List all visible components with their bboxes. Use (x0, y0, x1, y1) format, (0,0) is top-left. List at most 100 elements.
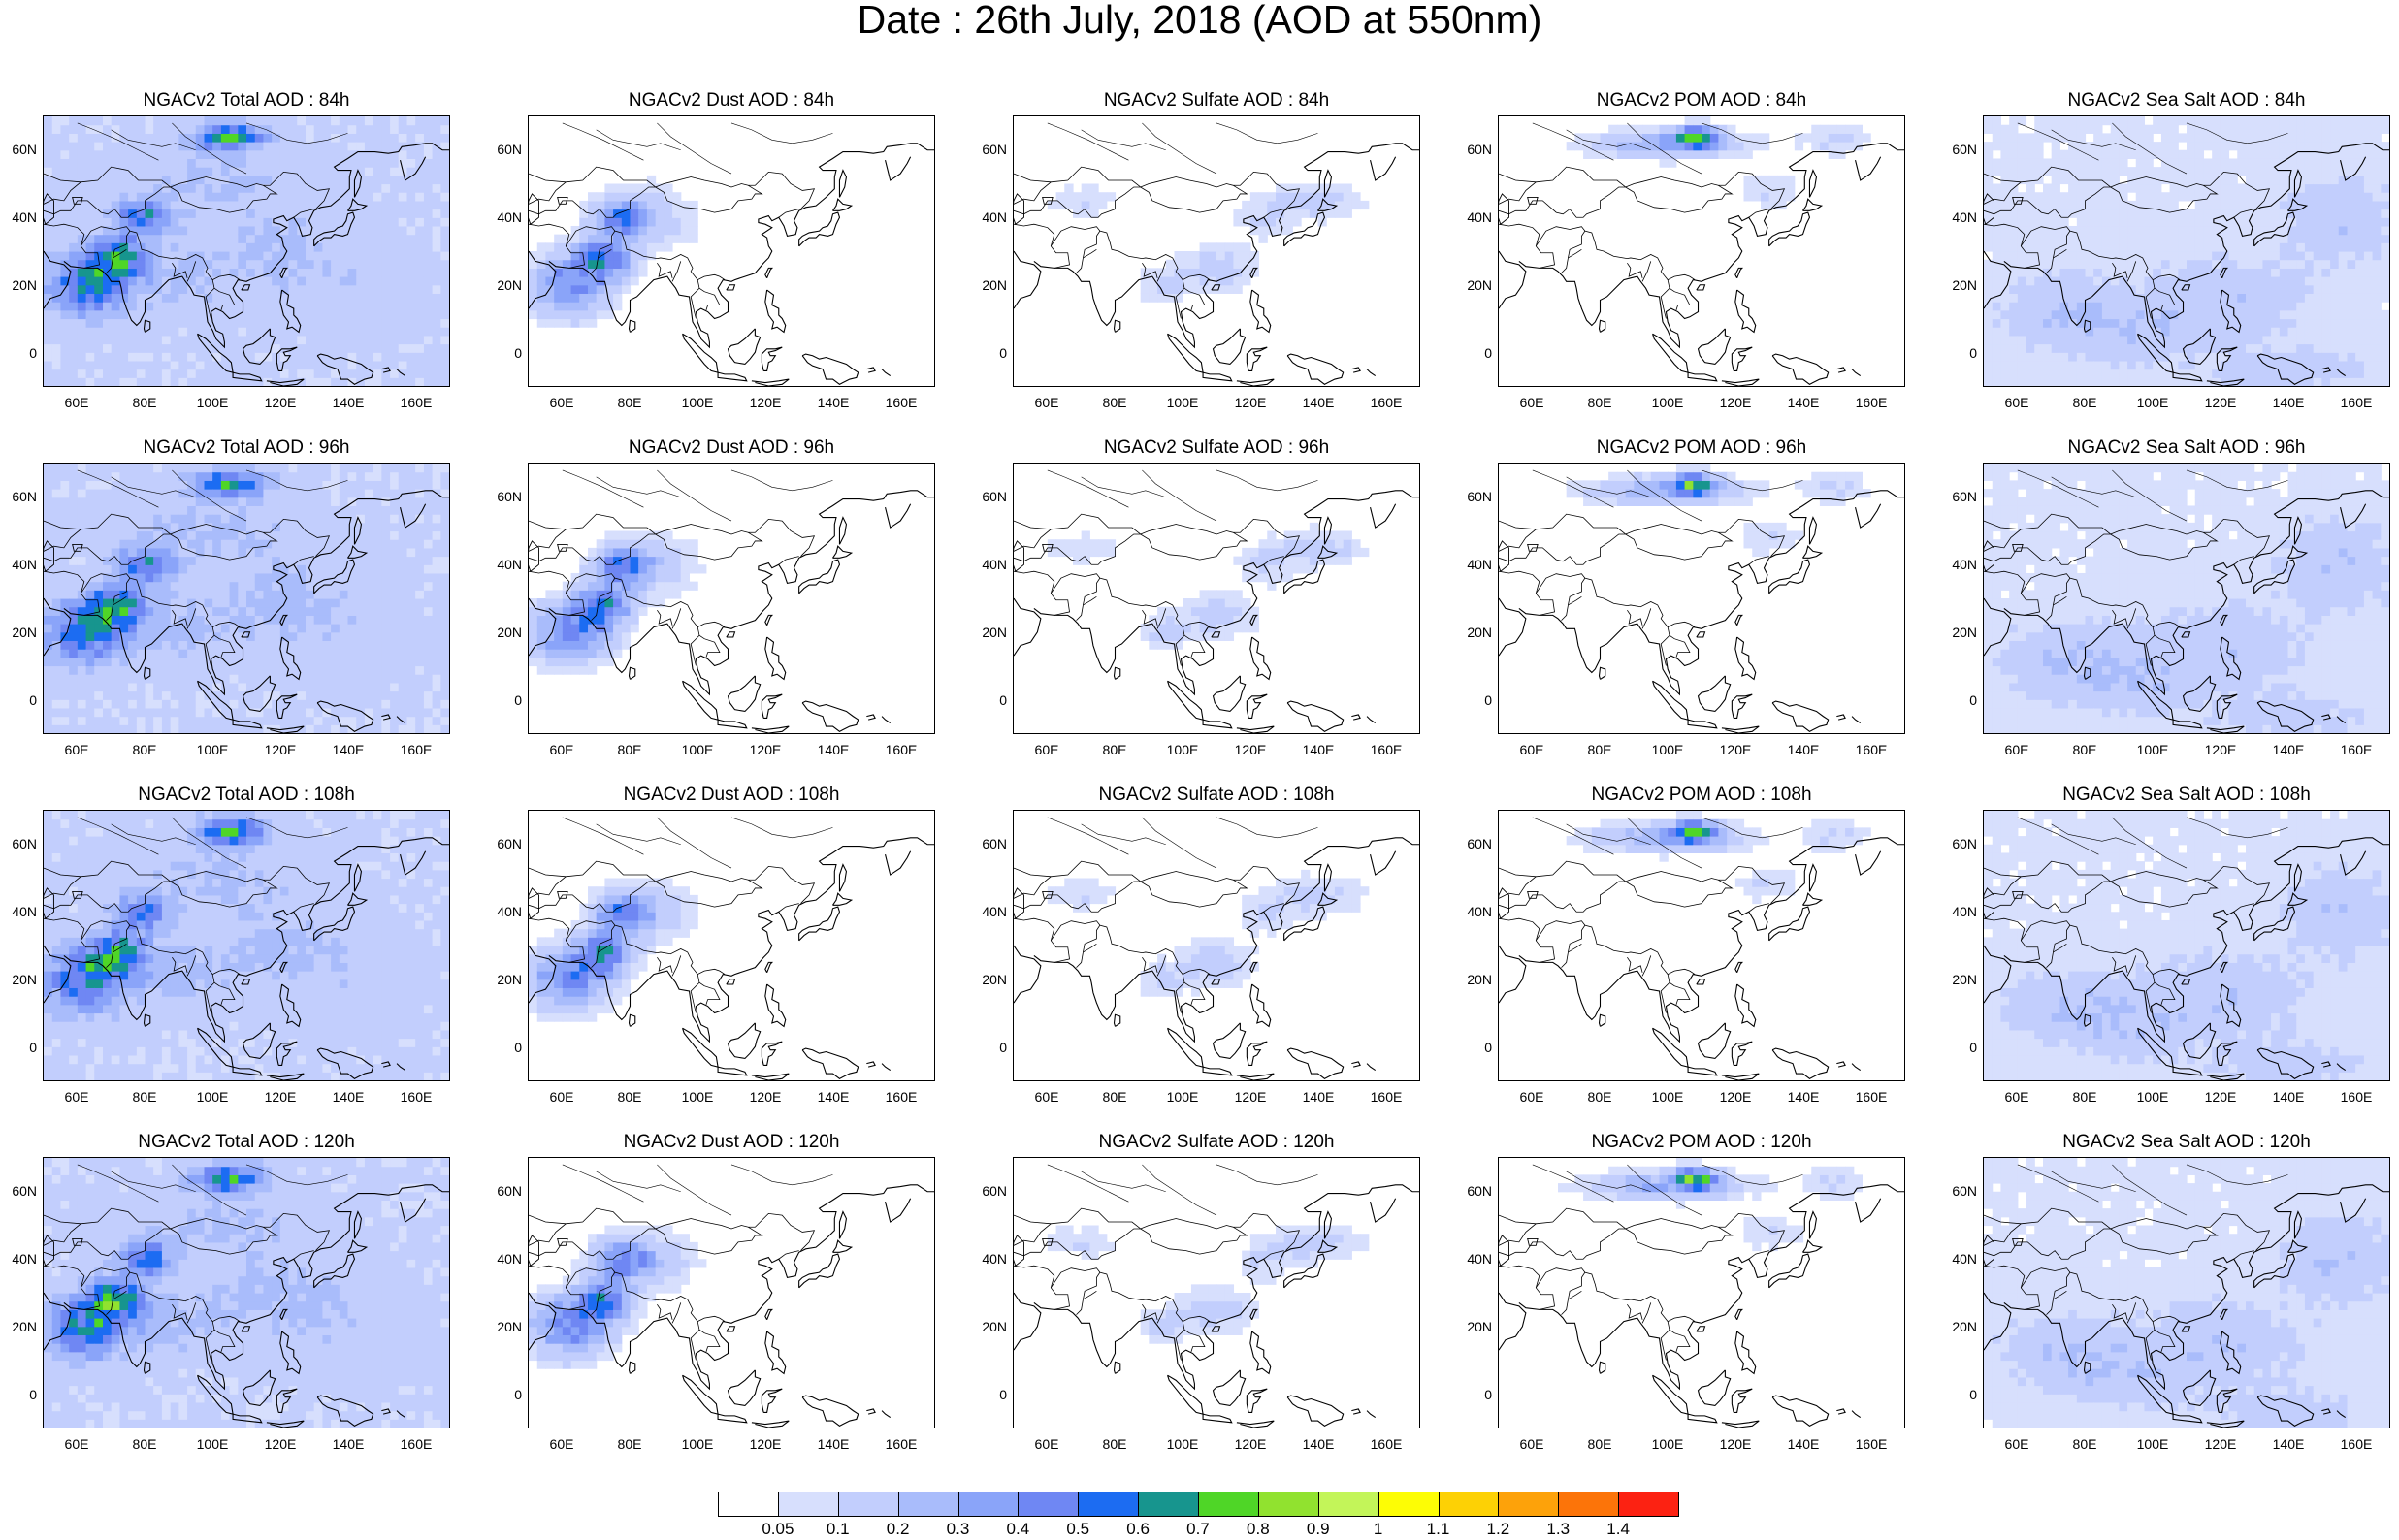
aod-cell (238, 284, 247, 294)
aod-cell (279, 284, 290, 294)
aod-cell (2000, 276, 2010, 286)
aod-cell (373, 631, 382, 641)
aod-cell (381, 624, 391, 633)
aod-cell (2253, 360, 2263, 370)
aod-cell (406, 149, 416, 159)
lon-tick-label: 120E (264, 395, 297, 410)
aod-cell (254, 606, 265, 616)
aod-cell (1734, 142, 1745, 151)
aod-cell (44, 369, 53, 378)
aod-cell (44, 547, 53, 558)
aod-cell (2355, 327, 2365, 337)
aod-cell (51, 631, 62, 641)
aod-cell (272, 707, 281, 718)
aod-cell (51, 606, 62, 616)
aod-cell (621, 251, 632, 261)
aod-cell (2262, 234, 2272, 243)
aod-cell (60, 615, 70, 625)
aod-cell (2262, 293, 2272, 303)
aod-cell (272, 564, 281, 574)
aod-cell (2153, 259, 2162, 269)
aod-cell (356, 318, 366, 328)
aod-cell (2051, 200, 2060, 210)
aod-cell (297, 234, 307, 243)
aod-cell (2000, 133, 2010, 143)
aod-cell (390, 640, 400, 650)
aod-cell (1249, 259, 1260, 269)
aod-cell (161, 682, 172, 692)
aod-cell (423, 158, 434, 168)
aod-cell (85, 547, 95, 558)
aod-cell (153, 268, 163, 277)
aod-cell (596, 200, 605, 210)
aod-cell (272, 547, 281, 558)
aod-cell (1702, 116, 1711, 126)
aod-cell (2330, 192, 2340, 202)
aod-cell (288, 497, 298, 506)
aod-cell (2169, 259, 2179, 269)
aod-cell (2287, 251, 2297, 261)
aod-cell (2372, 149, 2382, 159)
aod-map (1984, 116, 2389, 386)
lat-tick-label: 0 (1484, 345, 1492, 361)
aod-cell (119, 530, 129, 540)
aod-cell (2279, 343, 2289, 353)
aod-cell (2119, 377, 2128, 386)
aod-cell (60, 649, 70, 658)
aod-cell (356, 284, 366, 294)
aod-cell (664, 192, 673, 202)
aod-cell (2262, 335, 2272, 345)
aod-cell (153, 133, 163, 143)
aod-cell (2009, 268, 2019, 277)
aod-cell (1802, 133, 1812, 143)
aod-cell (381, 116, 391, 126)
aod-cell (440, 251, 449, 261)
aod-cell (119, 724, 129, 733)
aod-cell (331, 522, 340, 532)
aod-cell (2330, 293, 2340, 303)
aod-cell (364, 640, 374, 650)
aod-cell (2187, 251, 2196, 261)
aod-cell (2279, 149, 2289, 159)
aod-cell (94, 217, 104, 227)
aod-cell (60, 539, 70, 549)
aod-cell (1309, 183, 1319, 193)
aod-cell (145, 572, 154, 583)
aod-cell (212, 649, 222, 658)
aod-cell (2043, 369, 2053, 378)
aod-cell (254, 471, 265, 481)
lon-tick-label: 140E (2272, 395, 2305, 410)
aod-cell (2381, 142, 2389, 151)
aod-cell (347, 505, 357, 515)
aod-cell (306, 522, 315, 532)
aod-cell (2076, 209, 2087, 218)
aod-cell (331, 268, 340, 277)
aod-cell (1992, 284, 2002, 294)
aod-cell (279, 149, 290, 159)
aod-cell (306, 242, 315, 252)
aod-cell (2313, 276, 2322, 286)
aod-cell (111, 649, 120, 658)
aod-cell (2135, 268, 2146, 277)
aod-cell (2009, 116, 2019, 126)
aod-cell (440, 360, 449, 370)
aod-cell (161, 377, 172, 386)
aod-cell (621, 284, 632, 294)
aod-cell (313, 360, 323, 370)
aod-cell (238, 581, 247, 591)
aod-cell (272, 572, 281, 583)
aod-cell (2085, 200, 2094, 210)
aod-cell (2085, 217, 2094, 227)
aod-cell (2144, 268, 2154, 277)
aod-cell (263, 352, 273, 362)
aod-cell (85, 598, 95, 608)
aod-cell (356, 572, 366, 583)
aod-cell (212, 598, 222, 608)
aod-map (1499, 116, 1904, 386)
aod-cell (170, 133, 179, 143)
aod-cell (2034, 167, 2044, 176)
aod-cell (297, 624, 307, 633)
aod-cell (2101, 192, 2112, 202)
aod-cell (111, 716, 120, 725)
aod-cell (44, 640, 53, 650)
